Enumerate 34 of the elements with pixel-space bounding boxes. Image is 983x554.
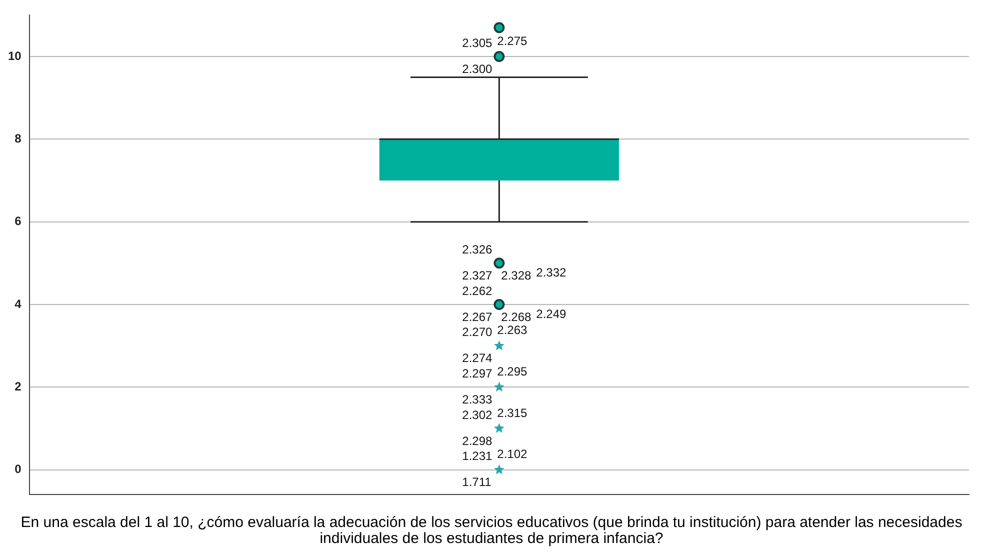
point	[494, 422, 504, 433]
annotation: 2.332	[536, 265, 567, 280]
annotation: 2.297	[462, 366, 493, 380]
point	[494, 464, 504, 474]
y-tick-label: 0	[14, 462, 22, 476]
annotation: 2.262	[462, 284, 493, 298]
annotation: 2.298	[462, 434, 493, 448]
x-axis-title: En una escala del 1 al 10, ¿cómo evaluaría la adecuación de los servicios educativos (que brinda tu institución) para atender las necesidades individuales de los estudiantes de primera infancia?	[20, 514, 964, 547]
y-tick-label: 10	[8, 48, 22, 63]
point	[494, 382, 504, 392]
annotation: 2.267	[462, 310, 493, 324]
annotation: 2.275	[497, 34, 528, 48]
annotation: 2.270	[462, 325, 493, 340]
annotation: 2.315	[497, 406, 528, 420]
annotation: 2.102	[497, 447, 528, 462]
annotation: 2.328	[501, 268, 532, 282]
annotation: 2.302	[462, 408, 493, 422]
annotation: 1.711	[462, 475, 492, 490]
annotation: 2.249	[536, 306, 567, 321]
y-tick-label: 6	[14, 214, 22, 228]
annotation: 2.274	[462, 351, 493, 366]
annotation: 2.333	[462, 392, 493, 406]
point	[494, 340, 504, 350]
annotation: 2.295	[497, 364, 528, 378]
annotation: 2.305	[462, 36, 493, 50]
y-tick-label: 8	[14, 131, 22, 146]
y-tick-label: 2	[14, 379, 22, 394]
annotation: 2.327	[462, 268, 493, 282]
annotation: 2.263	[497, 323, 528, 338]
annotation: 1.231	[462, 449, 493, 464]
annotation: 2.268	[501, 310, 532, 324]
annotation: 2.300	[462, 62, 493, 76]
y-tick-label: 4	[14, 296, 22, 311]
annotation: 2.326	[462, 242, 493, 256]
